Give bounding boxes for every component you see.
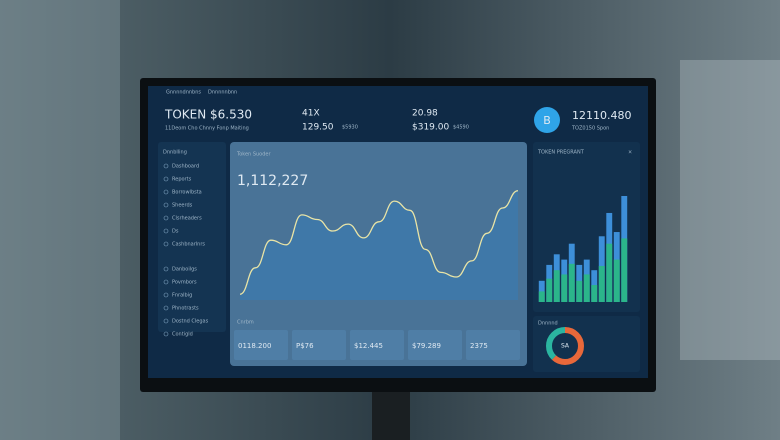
donut-center: SA: [561, 343, 570, 350]
donut-title: Dnnnnd: [538, 321, 558, 327]
sidebar-icon: [163, 292, 169, 298]
sidebar-item[interactable]: Ds: [172, 229, 179, 235]
stat-value: 129.50: [302, 123, 334, 133]
sidebar-item[interactable]: Dostnd Clegas: [172, 319, 209, 325]
sidebar-icon: [163, 305, 169, 311]
cards: 0118.200 P$76 $12.445 $79.289 2375: [234, 330, 520, 360]
stat-value: $319.00: [412, 123, 449, 133]
sidebar-item[interactable]: Reports: [172, 177, 192, 183]
balance: 12110.480: [572, 109, 632, 122]
card-value: $12.445: [354, 342, 383, 350]
chart-title: Token Suoder: [236, 152, 271, 158]
sidebar-item[interactable]: Dashboard: [172, 164, 199, 170]
sidebar-icon: [163, 266, 169, 272]
sidebar-item[interactable]: Borrowlbsta: [172, 190, 202, 196]
area-chart: [239, 190, 519, 300]
sidebar-icon: [163, 163, 169, 169]
sidebar: [158, 142, 226, 332]
sidebar-icon: [163, 228, 169, 234]
token-sub: 11Deom Cho Chnny Fonp Maiting: [165, 126, 249, 132]
stat-sub: $5930: [342, 125, 358, 131]
cards-title: Cnrbm: [237, 320, 254, 326]
sidebar-icon: [163, 318, 169, 324]
badge-text: B: [543, 114, 551, 127]
sidebar-icon: [163, 176, 169, 182]
stat-card: [350, 330, 404, 360]
sidebar-item[interactable]: Contigld: [172, 332, 193, 338]
chart-total: 1,112,227: [237, 173, 308, 189]
card-value: $79.289: [412, 342, 441, 350]
sidebar-item[interactable]: Povmbors: [172, 280, 197, 286]
area-fill: [240, 190, 518, 300]
sidebar-icon: [163, 202, 169, 208]
window: [0, 0, 120, 440]
bar: [561, 274, 568, 302]
sidebar-item[interactable]: Danboilgs: [172, 267, 197, 273]
sidebar-items: Dashboard Reports Borrowlbsta Sheerds Clsrhe…: [163, 163, 209, 338]
sidebar-item[interactable]: Clsrheaders: [172, 216, 202, 222]
bar: [621, 238, 628, 302]
bar: [591, 285, 598, 302]
sidebar-item[interactable]: Cashbnarlnrs: [172, 242, 205, 248]
close-button[interactable]: ×: [628, 150, 632, 156]
bar: [576, 280, 583, 302]
sidebar-title: Dnnblling: [163, 150, 187, 156]
token-title: TOKEN $6.530: [164, 108, 252, 122]
sidebar-item[interactable]: Sheerds: [172, 203, 193, 209]
bar: [598, 265, 605, 302]
monitor-stand: [372, 385, 410, 440]
stat-card: [292, 330, 346, 360]
stat-card: [408, 330, 462, 360]
window: [680, 60, 780, 360]
bar: [553, 270, 560, 302]
bar: [613, 259, 620, 302]
bar: [583, 274, 590, 302]
sidebar-icon: [163, 279, 169, 285]
bar-title: TOKEN PREGRANT: [537, 150, 585, 156]
card-value: P$76: [296, 342, 314, 350]
stat-sub: $4590: [453, 125, 469, 131]
stat-card: [466, 330, 520, 360]
sidebar-icon: [163, 189, 169, 195]
card-value: 0118.200: [238, 342, 271, 350]
balance-sub: TOZ0150 Spon: [571, 126, 609, 132]
sidebar-icon: [163, 241, 169, 247]
card-value: 2375: [470, 342, 488, 350]
sidebar-icon: [163, 331, 169, 337]
sidebar-item[interactable]: Fnralbig: [172, 293, 192, 299]
bar-chart: [538, 196, 628, 302]
donut-segment: [546, 327, 584, 365]
bar: [546, 278, 553, 302]
menu-item[interactable]: Gnnnndnnbns: [166, 90, 201, 96]
stat-card: [234, 330, 288, 360]
bar: [606, 243, 613, 302]
donut-chart: [546, 327, 584, 365]
area-line: [239, 190, 519, 295]
stat-top: 20.98: [412, 109, 438, 119]
menu-item[interactable]: Dnnnnnbnn: [208, 90, 237, 96]
bar-panel: [533, 142, 640, 312]
sidebar-icon: [163, 215, 169, 221]
sidebar-item[interactable]: Phnotrasts: [172, 306, 199, 312]
badge: [534, 107, 560, 133]
bar: [568, 263, 575, 302]
stat-top: 41X: [302, 109, 320, 119]
bar: [538, 291, 545, 302]
